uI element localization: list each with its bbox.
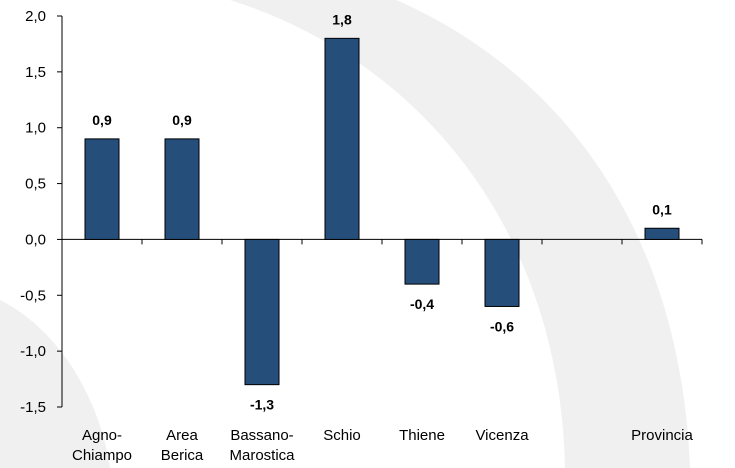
data-label: 0,1 [652,201,672,217]
bar [325,38,359,239]
bar [165,139,199,240]
y-tick-label: -1,0 [20,343,46,360]
category-label: Thiene [399,427,445,444]
bar [245,239,279,384]
data-label: -1,3 [250,397,274,413]
bar [645,228,679,239]
y-tick-label: 0,5 [25,176,46,193]
data-label: -0,4 [410,296,434,312]
category-label: Schio [323,427,361,444]
data-label: 0,9 [172,112,192,128]
category-label: Agno- [82,427,122,444]
data-label: -0,6 [490,318,514,334]
data-label: 1,8 [332,11,352,27]
y-tick-label: 1,5 [25,64,46,81]
category-label: Area [166,427,198,444]
category-label: Vicenza [475,427,529,444]
y-tick-label: -0,5 [20,287,46,304]
bar [485,239,519,306]
category-label: Marostica [229,447,295,464]
category-label: Berica [161,447,204,464]
bar [85,139,119,240]
data-label: 0,9 [92,112,112,128]
y-tick-label: 1,0 [25,120,46,137]
category-label: Bassano- [230,427,293,444]
category-label: Provincia [631,427,693,444]
bar [405,239,439,284]
y-tick-label: 2,0 [25,8,46,25]
category-label: Chiampo [72,447,132,464]
y-tick-label: -1,5 [20,399,46,416]
y-tick-label: 0,0 [25,231,46,248]
